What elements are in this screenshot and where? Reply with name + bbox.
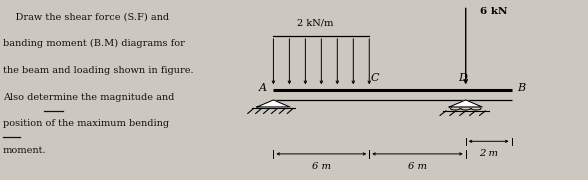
Text: position of the maximum bending: position of the maximum bending (3, 119, 169, 128)
Text: 6 m: 6 m (408, 162, 427, 171)
Polygon shape (449, 100, 482, 107)
Text: A: A (258, 83, 266, 93)
Text: 2 kN/m: 2 kN/m (298, 18, 333, 27)
Text: Also determine the magnitude and: Also determine the magnitude and (3, 93, 174, 102)
Text: banding moment (B.M) diagrams for: banding moment (B.M) diagrams for (3, 39, 185, 48)
Text: B: B (517, 83, 526, 93)
Polygon shape (257, 100, 290, 107)
Text: 6 kN: 6 kN (480, 7, 508, 16)
Text: C: C (370, 73, 379, 83)
Text: D: D (458, 73, 467, 83)
Text: 6 m: 6 m (312, 162, 331, 171)
Text: moment.: moment. (3, 146, 46, 155)
Text: 2 m: 2 m (479, 149, 498, 158)
Text: the beam and loading shown in figure.: the beam and loading shown in figure. (3, 66, 193, 75)
Text: Draw the shear force (S.F) and: Draw the shear force (S.F) and (3, 13, 169, 22)
